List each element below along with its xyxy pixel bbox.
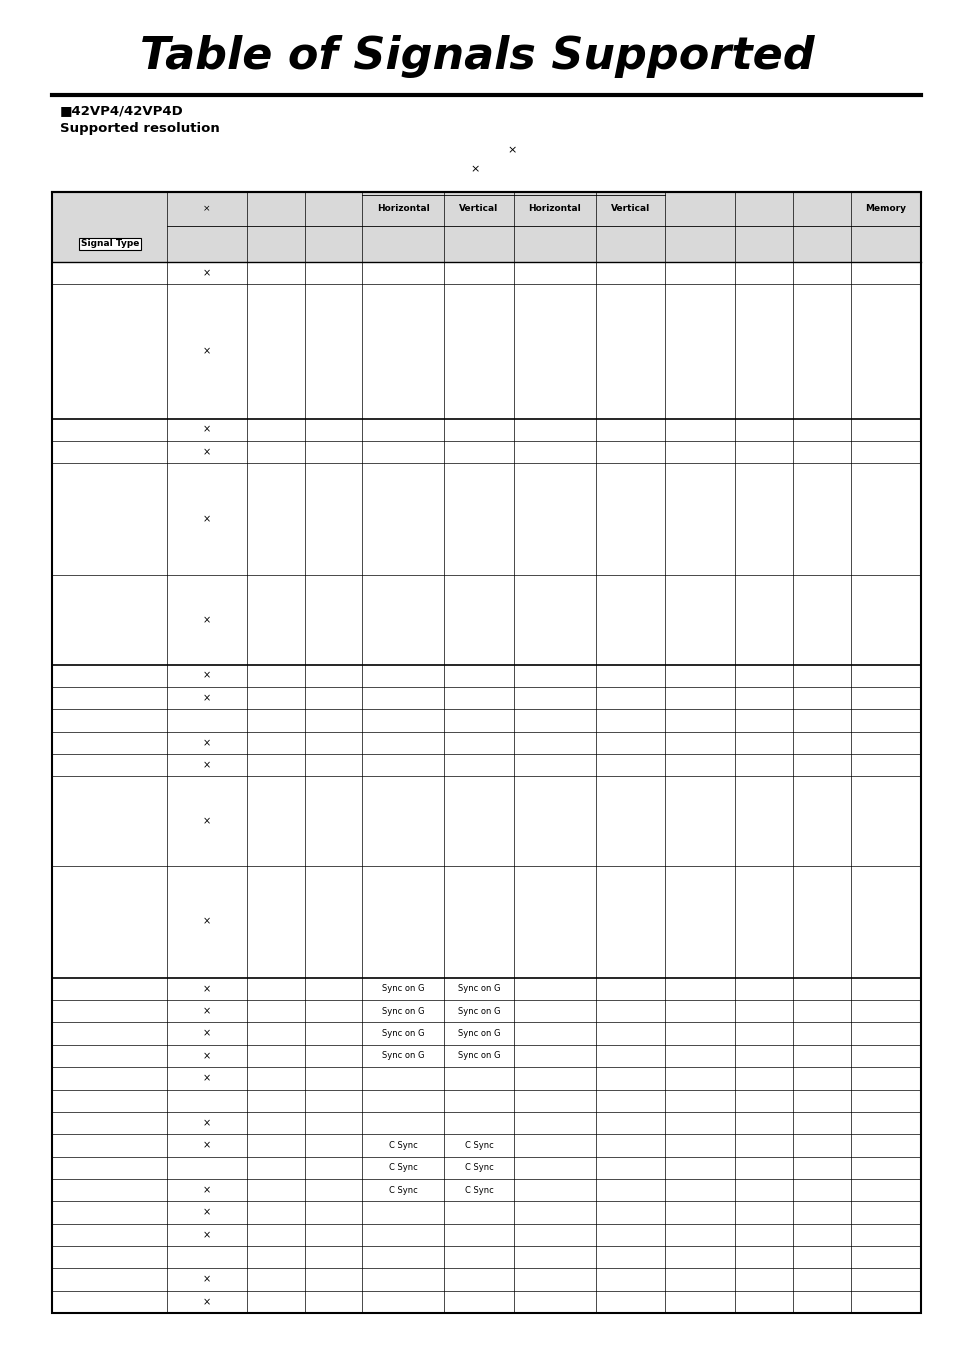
Bar: [52, 192, 920, 1313]
Text: ×: ×: [203, 761, 211, 770]
Text: ■42VP4/42VP4D: ■42VP4/42VP4D: [60, 104, 184, 118]
Text: ×: ×: [203, 1051, 211, 1061]
Text: Vertical: Vertical: [459, 204, 498, 213]
Text: ×: ×: [203, 816, 211, 827]
Text: Sync on G: Sync on G: [381, 1029, 424, 1038]
Text: ×: ×: [203, 917, 211, 927]
Text: ×: ×: [203, 1297, 211, 1306]
Text: ×: ×: [203, 447, 211, 457]
Text: Sync on G: Sync on G: [457, 985, 499, 993]
Text: ×: ×: [203, 1229, 211, 1240]
Text: ×: ×: [203, 1140, 211, 1151]
Text: Horizontal: Horizontal: [528, 204, 580, 213]
Text: C Sync: C Sync: [389, 1142, 417, 1150]
Text: ×: ×: [203, 1028, 211, 1039]
Text: ×: ×: [203, 738, 211, 748]
Text: Sync on G: Sync on G: [381, 985, 424, 993]
Text: ×: ×: [203, 515, 211, 524]
Text: ×: ×: [203, 693, 211, 703]
Text: ×: ×: [203, 671, 211, 681]
Text: Vertical: Vertical: [610, 204, 650, 213]
Text: Supported resolution: Supported resolution: [60, 122, 219, 135]
Text: C Sync: C Sync: [389, 1163, 417, 1173]
Text: C Sync: C Sync: [464, 1186, 493, 1194]
Text: ×: ×: [203, 615, 211, 626]
Text: Signal Type: Signal Type: [80, 239, 139, 249]
Text: ×: ×: [203, 204, 211, 213]
Text: Memory: Memory: [864, 204, 905, 213]
Text: Sync on G: Sync on G: [457, 1006, 499, 1016]
Bar: [52, 192, 920, 262]
Text: Sync on G: Sync on G: [381, 1006, 424, 1016]
Text: Sync on G: Sync on G: [457, 1029, 499, 1038]
Text: ×: ×: [203, 424, 211, 435]
Text: ×: ×: [203, 1119, 211, 1128]
Text: ×: ×: [203, 1208, 211, 1217]
Text: ×: ×: [203, 1006, 211, 1016]
Text: Table of Signals Supported: Table of Signals Supported: [139, 35, 814, 78]
Text: Horizontal: Horizontal: [376, 204, 429, 213]
Text: C Sync: C Sync: [464, 1142, 493, 1150]
Text: C Sync: C Sync: [389, 1186, 417, 1194]
Text: ×: ×: [203, 269, 211, 278]
Text: Sync on G: Sync on G: [457, 1051, 499, 1061]
Text: ×: ×: [203, 1185, 211, 1196]
Text: ×: ×: [203, 984, 211, 994]
Text: ×: ×: [507, 145, 517, 155]
Text: Sync on G: Sync on G: [381, 1051, 424, 1061]
Text: ×: ×: [203, 1073, 211, 1084]
Text: ×: ×: [203, 347, 211, 357]
Text: C Sync: C Sync: [464, 1163, 493, 1173]
Text: ×: ×: [203, 1274, 211, 1285]
Text: ×: ×: [470, 163, 479, 174]
